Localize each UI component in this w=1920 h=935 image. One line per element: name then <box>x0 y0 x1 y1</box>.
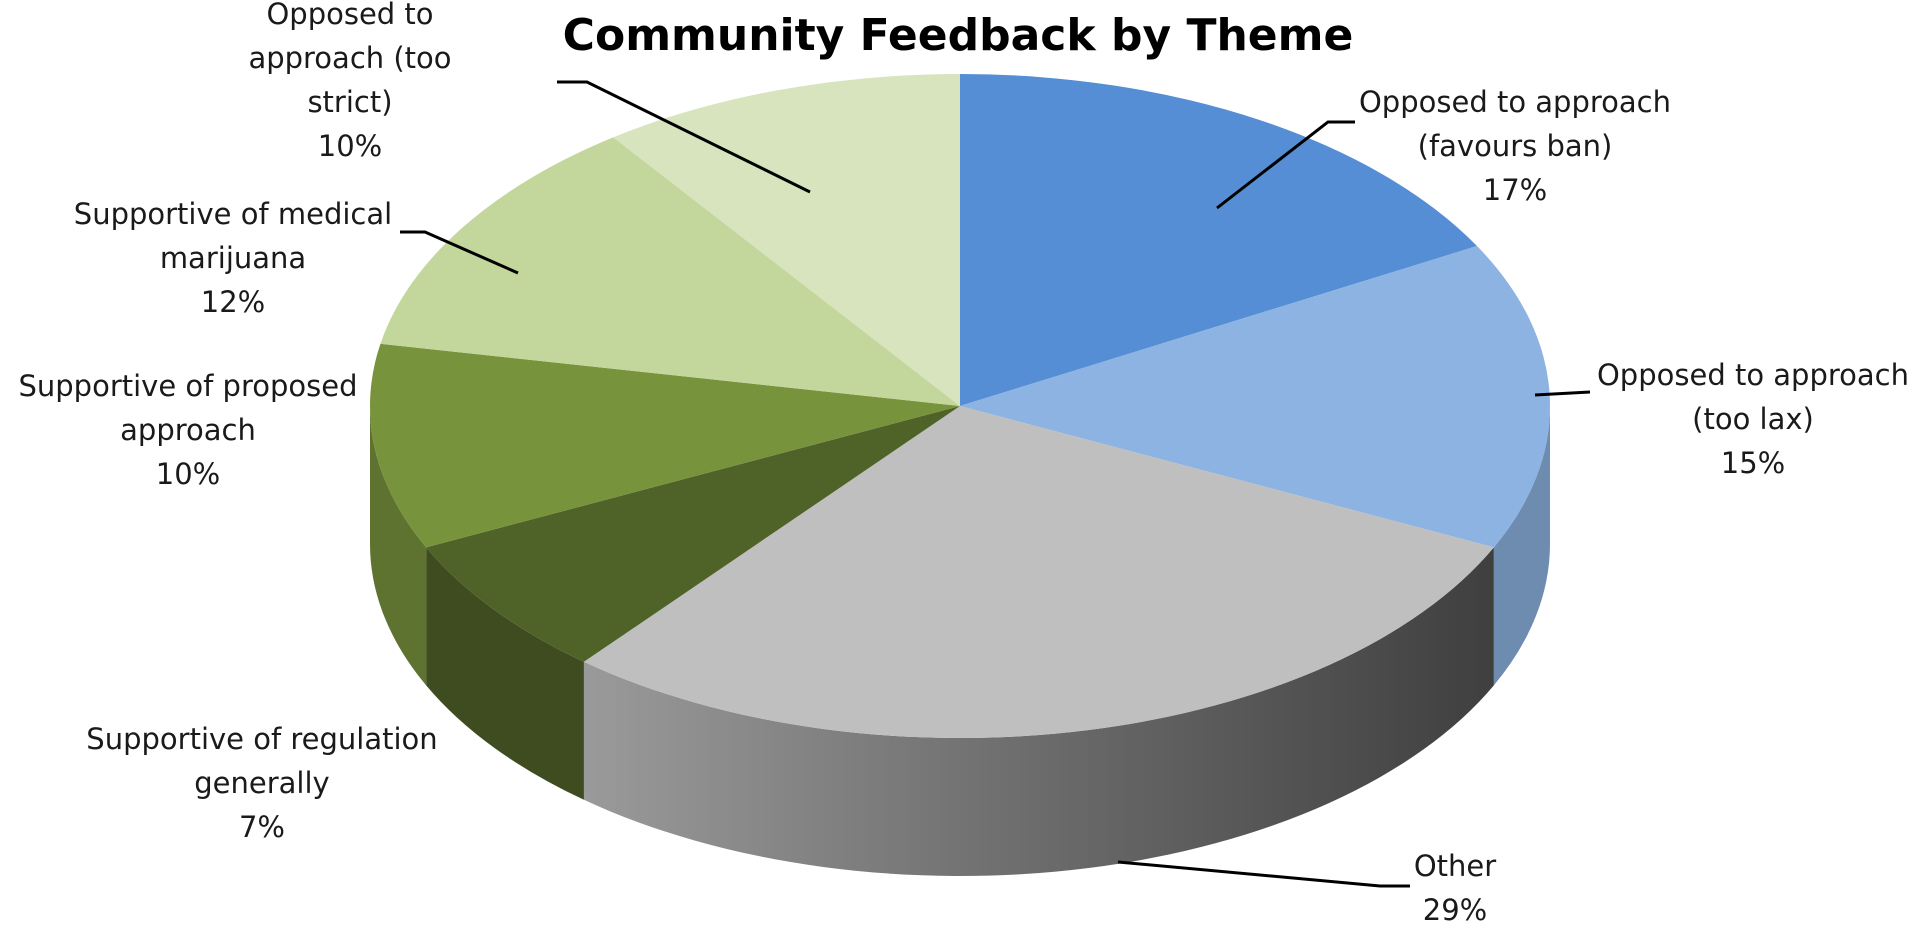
chart-title: Community Feedback by Theme <box>563 10 1354 61</box>
slice-name-line: approach (too <box>248 41 451 75</box>
slice-name-line: Opposed to approach <box>1359 85 1671 119</box>
slice-percent-label: 12% <box>201 285 265 319</box>
slice-name-line: Supportive of medical <box>74 197 392 231</box>
slice-name-line: Supportive of regulation <box>86 722 437 756</box>
slice-label-6: Opposed to approach (too strict) 10% <box>248 0 451 163</box>
slice-name-line: marijuana <box>160 241 306 275</box>
slice-name-line: generally <box>194 766 329 800</box>
slice-percent-label: 7% <box>239 810 285 844</box>
slice-name-line: Opposed to approach <box>1597 358 1909 392</box>
pie-slice-side-4 <box>370 406 427 686</box>
pie-slice-5 <box>380 137 960 406</box>
pie-slice-6 <box>613 74 960 406</box>
slice-label-1: Opposed to approach (too lax) 15% <box>1597 358 1909 480</box>
slice-name-line: (favours ban) <box>1418 129 1613 163</box>
leader-line-5 <box>400 230 519 275</box>
slice-label-4: Supportive of proposed approach 10% <box>18 369 357 491</box>
leader-line-1 <box>1534 390 1591 397</box>
slice-label-3: Supportive of regulation generally 7% <box>86 722 437 844</box>
slice-name-line: Other <box>1414 849 1496 883</box>
slice-label-2: Other 29% <box>1414 849 1496 927</box>
slice-label-0: Opposed to approach (favours ban) 17% <box>1359 85 1671 207</box>
pie-slice-3 <box>426 406 960 662</box>
slice-name-line: Supportive of proposed <box>18 369 357 403</box>
leader-line-2 <box>1117 860 1410 888</box>
slice-percent-label: 10% <box>318 129 382 163</box>
pie-slice-0 <box>960 74 1478 406</box>
slice-percent-label: 29% <box>1423 893 1487 927</box>
slice-name-line: strict) <box>307 85 392 119</box>
slice-percent-label: 10% <box>156 457 220 491</box>
pie-slice-2 <box>583 406 1494 738</box>
pie-slice-1 <box>960 246 1550 548</box>
pie-slice-4 <box>370 343 960 548</box>
pie-slice-side-1 <box>1493 406 1550 686</box>
slice-name-line: approach <box>120 413 256 447</box>
slice-percent-label: 15% <box>1721 446 1785 480</box>
pie-slice-side-3 <box>426 547 584 800</box>
slice-name-line: (too lax) <box>1692 402 1814 436</box>
leader-line-6 <box>557 80 811 194</box>
pie-slice-side-2 <box>583 547 1494 876</box>
slice-percent-label: 17% <box>1483 173 1547 207</box>
slice-label-5: Supportive of medical marijuana 12% <box>74 197 392 319</box>
slice-name-line: Opposed to <box>266 0 433 31</box>
leader-line-0 <box>1216 120 1355 210</box>
